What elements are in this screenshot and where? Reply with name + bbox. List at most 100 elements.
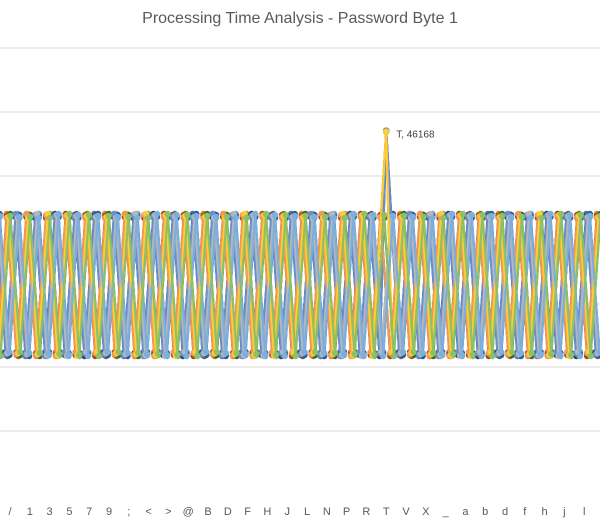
series-marker bbox=[361, 210, 368, 218]
x-tick-label: 1 bbox=[27, 506, 33, 518]
series-marker bbox=[410, 348, 417, 356]
x-tick-label: f bbox=[523, 506, 527, 518]
x-tick-label: 9 bbox=[106, 506, 112, 518]
x-tick-label: F bbox=[244, 506, 251, 518]
series-marker bbox=[498, 212, 506, 220]
x-tick-label: V bbox=[402, 506, 410, 518]
series-marker bbox=[0, 212, 3, 220]
series-marker bbox=[291, 212, 298, 220]
series-marker bbox=[370, 211, 377, 219]
series-marker bbox=[154, 350, 162, 358]
series-marker bbox=[479, 211, 486, 219]
series-marker bbox=[25, 349, 33, 357]
series-marker bbox=[104, 348, 112, 356]
series-marker bbox=[163, 351, 170, 359]
series-marker bbox=[84, 352, 92, 360]
series-marker bbox=[597, 212, 600, 220]
x-axis-tick-labels: / 1 3 5 7 9; < > @ B D F H J L N P R T V X _ a b d f h j l bbox=[8, 506, 585, 518]
series-marker bbox=[213, 348, 221, 356]
series-marker bbox=[16, 213, 23, 221]
series-marker bbox=[508, 348, 516, 356]
x-tick-label: h bbox=[542, 506, 548, 518]
series-marker bbox=[153, 210, 161, 218]
x-tick-label: @ bbox=[183, 506, 194, 518]
x-tick-label: _ bbox=[442, 506, 450, 518]
series-marker bbox=[311, 213, 318, 221]
series-marker bbox=[271, 211, 279, 219]
series-marker bbox=[351, 350, 358, 358]
series-marker bbox=[94, 212, 102, 220]
series-marker bbox=[439, 350, 446, 358]
series-marker bbox=[558, 210, 565, 218]
series-marker bbox=[144, 214, 152, 222]
series-marker bbox=[518, 213, 525, 221]
series-marker bbox=[193, 212, 200, 220]
series-marker bbox=[557, 351, 564, 359]
series-marker bbox=[115, 348, 122, 356]
series-marker bbox=[222, 349, 229, 357]
series-marker bbox=[17, 348, 24, 356]
series-marker bbox=[390, 352, 398, 360]
series-marker bbox=[95, 352, 103, 360]
series-marker bbox=[174, 351, 181, 359]
series-marker bbox=[429, 214, 436, 222]
series-marker bbox=[125, 213, 132, 221]
series-marker bbox=[301, 348, 308, 356]
series-marker bbox=[576, 352, 584, 360]
series-line bbox=[0, 212, 600, 358]
series-marker bbox=[173, 211, 180, 219]
series-marker bbox=[350, 210, 357, 218]
series-marker bbox=[56, 350, 63, 358]
series-marker bbox=[7, 212, 14, 220]
x-tick-label: / bbox=[8, 506, 12, 518]
series-marker bbox=[281, 352, 288, 360]
series-marker bbox=[449, 350, 457, 358]
series-marker bbox=[143, 350, 151, 358]
series-marker bbox=[253, 350, 260, 358]
series-marker bbox=[203, 212, 211, 220]
series-marker bbox=[302, 212, 309, 220]
x-tick-label: ; bbox=[127, 506, 130, 518]
series-marker bbox=[55, 210, 62, 218]
x-tick-label: b bbox=[482, 506, 488, 518]
series-marker bbox=[85, 211, 93, 219]
series-marker bbox=[232, 214, 239, 222]
x-tick-label: R bbox=[362, 506, 370, 518]
series-marker bbox=[262, 210, 270, 218]
series-marker bbox=[135, 349, 142, 357]
series-marker bbox=[498, 348, 505, 356]
series-marker bbox=[46, 214, 53, 222]
series-marker bbox=[587, 352, 594, 360]
x-tick-label: j bbox=[562, 506, 565, 518]
series-marker bbox=[0, 352, 4, 360]
series-marker bbox=[105, 212, 112, 220]
data-labels: T, 46168 bbox=[396, 130, 435, 141]
series-marker bbox=[65, 351, 72, 359]
x-tick-label: 7 bbox=[86, 506, 92, 518]
series-marker bbox=[321, 213, 329, 221]
series-marker bbox=[272, 351, 280, 359]
series-marker bbox=[360, 351, 367, 359]
x-tick-label: H bbox=[263, 506, 271, 518]
series-marker bbox=[489, 352, 496, 360]
series-marker bbox=[75, 211, 82, 219]
series-marker bbox=[233, 349, 240, 357]
series-marker bbox=[577, 211, 584, 219]
x-tick-label: J bbox=[284, 506, 290, 518]
series-marker bbox=[537, 350, 544, 358]
series-marker bbox=[26, 213, 34, 221]
series-marker bbox=[330, 214, 338, 222]
series-marker bbox=[262, 351, 269, 359]
series-marker bbox=[243, 214, 250, 222]
series-marker bbox=[212, 213, 220, 221]
x-tick-label: a bbox=[462, 506, 469, 518]
x-tick-label: T bbox=[383, 506, 390, 518]
x-tick-label: l bbox=[583, 506, 585, 518]
series-marker bbox=[400, 212, 407, 220]
series-marker bbox=[341, 214, 348, 222]
series-marker bbox=[331, 349, 339, 357]
series-marker bbox=[586, 212, 593, 220]
series-marker bbox=[507, 213, 515, 221]
series-marker bbox=[45, 350, 52, 358]
